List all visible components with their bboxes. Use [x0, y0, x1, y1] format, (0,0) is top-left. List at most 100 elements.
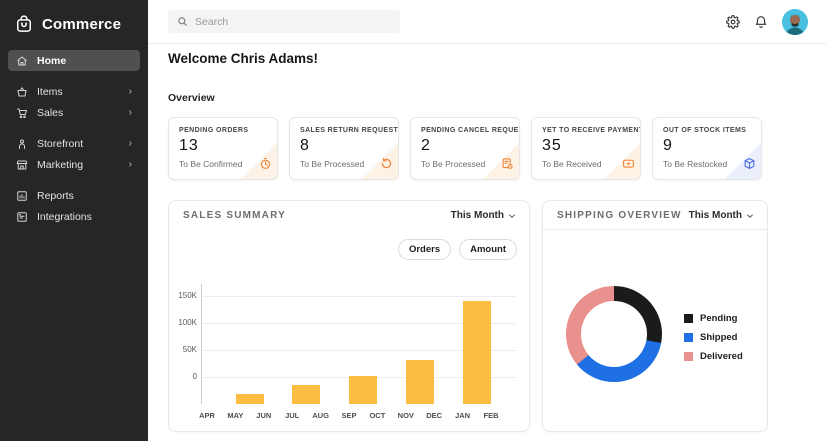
x-axis-tick-label: AUG — [312, 411, 329, 420]
sales-bar-may-jun[interactable] — [235, 394, 264, 404]
search-box[interactable] — [168, 10, 400, 33]
store-icon — [16, 159, 28, 171]
sidebar-item-label: Marketing — [37, 158, 84, 171]
shipping-overview-header: SHIPPING OVERVIEW This Month — [543, 201, 767, 230]
cart-icon — [16, 107, 28, 119]
search-icon — [178, 17, 187, 26]
shipping-legend: Pending Shipped Delivered — [684, 313, 743, 362]
card-value: 13 — [179, 137, 199, 154]
card-out-of-stock-items[interactable]: OUT OF STOCK ITEMS 9 To Be Restocked — [652, 117, 762, 180]
box-icon — [743, 157, 756, 175]
search-input[interactable] — [195, 15, 391, 28]
shipping-overview-panel: SHIPPING OVERVIEW This Month Pending Ship… — [542, 200, 768, 432]
sidebar-item-items[interactable]: Items › — [8, 81, 140, 102]
chevron-down-icon — [747, 214, 753, 218]
sidebar-item-storefront[interactable]: Storefront › — [8, 133, 140, 154]
gridline — [202, 349, 516, 351]
gear-icon[interactable] — [726, 14, 740, 29]
sales-summary-panel: SALES SUMMARY This Month Orders Amount 1… — [168, 200, 530, 432]
welcome-heading: Welcome Chris Adams! — [168, 51, 319, 66]
shipping-donut-chart[interactable] — [566, 286, 662, 382]
sidebar-item-sales[interactable]: Sales › — [8, 102, 140, 123]
y-axis-tick-label: 0 — [192, 372, 197, 382]
chevron-right-icon: › — [128, 137, 132, 149]
shipping-period-dropdown[interactable]: This Month — [689, 210, 754, 221]
x-axis-tick-label: DEC — [426, 411, 443, 420]
sidebar-item-integrations[interactable]: Integrations — [8, 206, 140, 227]
sidebar-item-label: Integrations — [37, 210, 92, 223]
card-pending-orders[interactable]: PENDING ORDERS 13 To Be Confirmed — [168, 117, 278, 180]
card-corner-triangle — [483, 143, 519, 179]
legend-item-pending: Pending — [684, 313, 743, 324]
series-toggles: Orders Amount — [397, 239, 517, 260]
card-value: 35 — [542, 137, 562, 154]
card-value: 8 — [300, 137, 310, 154]
x-axis-tick-label: NOV — [397, 411, 414, 420]
card-sales-return-requests[interactable]: SALES RETURN REQUESTS 8 To Be Processed — [289, 117, 399, 180]
avatar-photo — [782, 8, 808, 35]
sales-bar-sep-oct[interactable] — [349, 375, 378, 404]
sidebar-item-label: Storefront — [37, 137, 84, 150]
integrations-icon — [16, 211, 28, 223]
card-label: SALES RETURN REQUESTS — [300, 127, 399, 134]
legend-swatch — [684, 314, 693, 323]
sidebar: Commerce Home Items › — [0, 0, 148, 441]
card-subtext: To Be Received — [542, 159, 602, 169]
amount-toggle-button[interactable]: Amount — [459, 239, 517, 260]
sales-period-dropdown[interactable]: This Month — [451, 210, 516, 221]
sidebar-item-marketing[interactable]: Marketing › — [8, 154, 140, 175]
topbar — [148, 0, 826, 44]
card-corner-triangle — [604, 143, 640, 179]
x-axis-tick-label: SEP — [341, 411, 357, 420]
avatar[interactable] — [782, 8, 808, 35]
card-yet-to-receive-payments[interactable]: YET TO RECEIVE PAYMENTS 35 To Be Receive… — [531, 117, 641, 180]
sidebar-item-label: Home — [37, 54, 67, 67]
sales-bar-chart: 150K 100K 50K 0 APR MAY JUN JUL AUG SEP OCT NOV DEC J… — [178, 284, 516, 420]
sidebar-nav: Home Items › Sales › — [0, 50, 148, 227]
x-axis-tick-label: JUL — [285, 411, 300, 420]
sales-period-value: This Month — [450, 210, 504, 221]
card-label: PENDING CANCEL REQUESTS — [421, 127, 519, 134]
card-subtext: To Be Restocked — [663, 159, 728, 169]
app-logo[interactable]: Commerce — [0, 0, 148, 50]
chevron-down-icon — [509, 214, 515, 218]
person-icon — [16, 138, 28, 150]
gridline — [202, 322, 516, 324]
sales-bar-jul-aug[interactable] — [292, 384, 321, 404]
shopping-bag-logo-icon — [17, 15, 31, 32]
home-icon — [16, 55, 28, 67]
sales-bar-nov-dec[interactable] — [406, 359, 434, 404]
topbar-actions — [726, 8, 808, 35]
card-label: PENDING ORDERS — [179, 127, 249, 134]
card-subtext: To Be Confirmed — [179, 159, 243, 169]
chevron-right-icon: › — [128, 158, 132, 170]
x-axis-tick-label: MAY — [227, 411, 244, 420]
sales-bar-jan-feb[interactable] — [462, 300, 491, 404]
y-axis-tick-label: 50K — [182, 345, 197, 355]
card-pending-cancel-requests[interactable]: PENDING CANCEL REQUESTS 2 To Be Processe… — [410, 117, 520, 180]
legend-label: Delivered — [700, 351, 743, 362]
stopwatch-icon — [259, 157, 272, 175]
sales-summary-title: SALES SUMMARY — [183, 210, 287, 221]
sidebar-item-home[interactable]: Home — [8, 50, 140, 71]
card-subtext: To Be Processed — [421, 159, 486, 169]
sidebar-item-label: Reports — [37, 189, 74, 202]
card-corner-triangle — [241, 143, 277, 179]
chevron-right-icon: › — [128, 85, 132, 97]
shipping-period-value: This Month — [688, 210, 742, 221]
sales-summary-header: SALES SUMMARY This Month — [169, 201, 529, 229]
refresh-icon — [380, 157, 393, 175]
orders-toggle-button[interactable]: Orders — [397, 239, 452, 260]
legend-label: Pending — [700, 313, 738, 324]
card-corner-triangle — [362, 143, 398, 179]
card-subtext: To Be Processed — [300, 159, 365, 169]
chevron-right-icon: › — [128, 106, 132, 118]
x-axis-tick-label: OCT — [369, 411, 386, 420]
card-corner-triangle — [725, 143, 761, 179]
sidebar-item-reports[interactable]: Reports — [8, 185, 140, 206]
legend-label: Shipped — [700, 332, 738, 343]
x-axis-tick-label: JAN — [455, 411, 471, 420]
bell-icon[interactable] — [754, 15, 768, 29]
main-content: Welcome Chris Adams! Overview PENDING OR… — [148, 0, 826, 441]
card-value: 2 — [421, 137, 431, 154]
